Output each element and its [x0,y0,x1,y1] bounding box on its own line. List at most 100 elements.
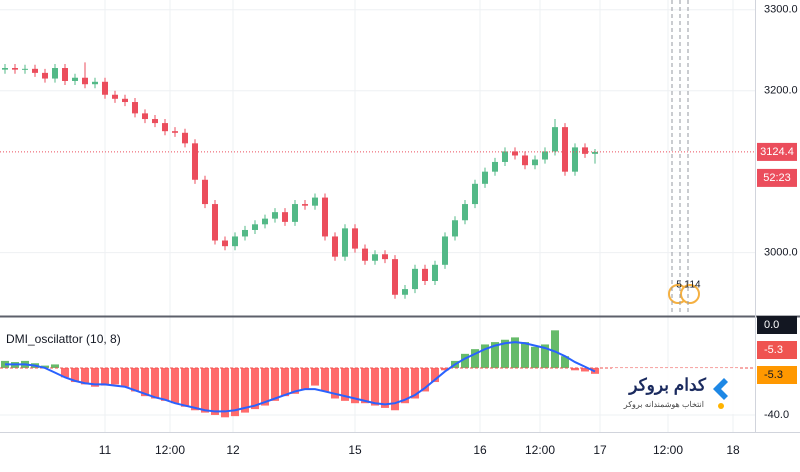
candle-body [392,259,398,295]
candle-body [302,204,308,206]
histogram-bar [491,342,499,368]
candle-body [452,220,458,237]
histogram-bar [581,367,589,372]
candle-body [152,119,158,124]
oscillator-line [5,341,596,413]
histogram-bar [361,367,369,404]
candle-body [332,236,338,257]
x-tick-label: 12:00 [155,443,185,457]
candle-body [2,68,8,70]
candle-body [402,289,408,295]
candle-body [252,224,258,230]
histogram-bar [261,367,269,406]
y-tick-label: 3000.0 [764,247,798,259]
histogram-bar [51,364,59,368]
candle-body [432,264,438,281]
candle-body [212,204,218,241]
x-tick-label: 17 [593,443,607,457]
candle-body [222,240,228,247]
candle-body [502,151,508,162]
candle-body [562,127,568,172]
candle-body [542,151,548,160]
x-tick-label: 11 [99,443,112,457]
histogram-bar [61,367,69,378]
candle-body [532,159,538,166]
histogram-bar [411,367,419,399]
histogram-bar [431,367,439,383]
candle-body [422,268,428,281]
candle-body [352,228,358,249]
candle-body [572,147,578,172]
candle-body [292,204,298,222]
candle-body [282,212,288,222]
candle-body [52,68,58,79]
histogram-bar [281,367,289,397]
candle-body [192,143,198,180]
y-tick-label: -40.0 [764,409,789,421]
candle-body [92,81,98,85]
candle-body [552,127,558,152]
histogram-bar [421,367,429,392]
histogram-bar [151,367,159,399]
price-tag-label: 3124.4 [760,146,794,158]
histogram-bar [441,367,449,371]
histogram-bar [391,367,399,411]
histogram-bar [461,353,469,368]
histogram-bar [521,342,529,368]
candle-body [522,155,528,166]
candle-body [172,131,178,133]
candle-body [72,77,78,81]
histogram-bar [211,367,219,415]
x-tick-label: 15 [348,443,362,457]
candle-body [182,132,188,144]
histogram-bar [481,344,489,368]
watermark-subtitle: انتخاب هوشمندانه بروکر [623,400,704,409]
histogram-bar [381,367,389,408]
histogram-bar [161,367,169,401]
countdown-tag [757,168,797,187]
histogram-bar [531,346,539,368]
candle-body [482,171,488,184]
histogram-bar [231,367,239,417]
candle-body [492,161,498,172]
indicator-title: DMI_oscilattor (10, 8) [6,332,121,346]
y-tick-label: 3200.0 [764,85,798,97]
histogram-bar [241,367,249,413]
histogram-bar [371,367,379,406]
candle-body [262,218,268,225]
candle-body [232,236,238,247]
candle-body [342,228,348,257]
histogram-bar [251,367,259,410]
histogram-bar [181,367,189,407]
candle-body [62,68,68,81]
histogram-bar [101,367,109,386]
value-tag [757,366,797,384]
candle-body [472,183,478,205]
histogram-bar [501,339,509,368]
histogram-bar [571,367,579,371]
histogram-bar [301,367,309,390]
histogram-bar [71,367,79,383]
value-tag-label: -5.3 [764,344,783,356]
watermark-logo [713,378,728,400]
candle-body [42,72,48,79]
y-tick-label: 3300.0 [764,4,798,16]
histogram-bar [221,367,229,418]
candle-body [372,254,378,261]
histogram-bar [171,367,179,404]
candle-body [592,151,598,154]
x-tick-label: 16 [473,443,487,457]
x-tick-label: 18 [726,443,740,457]
candle-body [412,268,418,290]
histogram-bar [81,367,89,385]
value-tag-label: -5.3 [764,369,783,381]
event-label: 5 [676,280,682,291]
candle-body [582,147,588,154]
histogram-bar [321,367,329,392]
candle-body [12,68,18,70]
value-tag [757,316,797,334]
candle-body [202,179,208,205]
candle-body [122,98,128,103]
event-label: 14 [689,280,701,291]
